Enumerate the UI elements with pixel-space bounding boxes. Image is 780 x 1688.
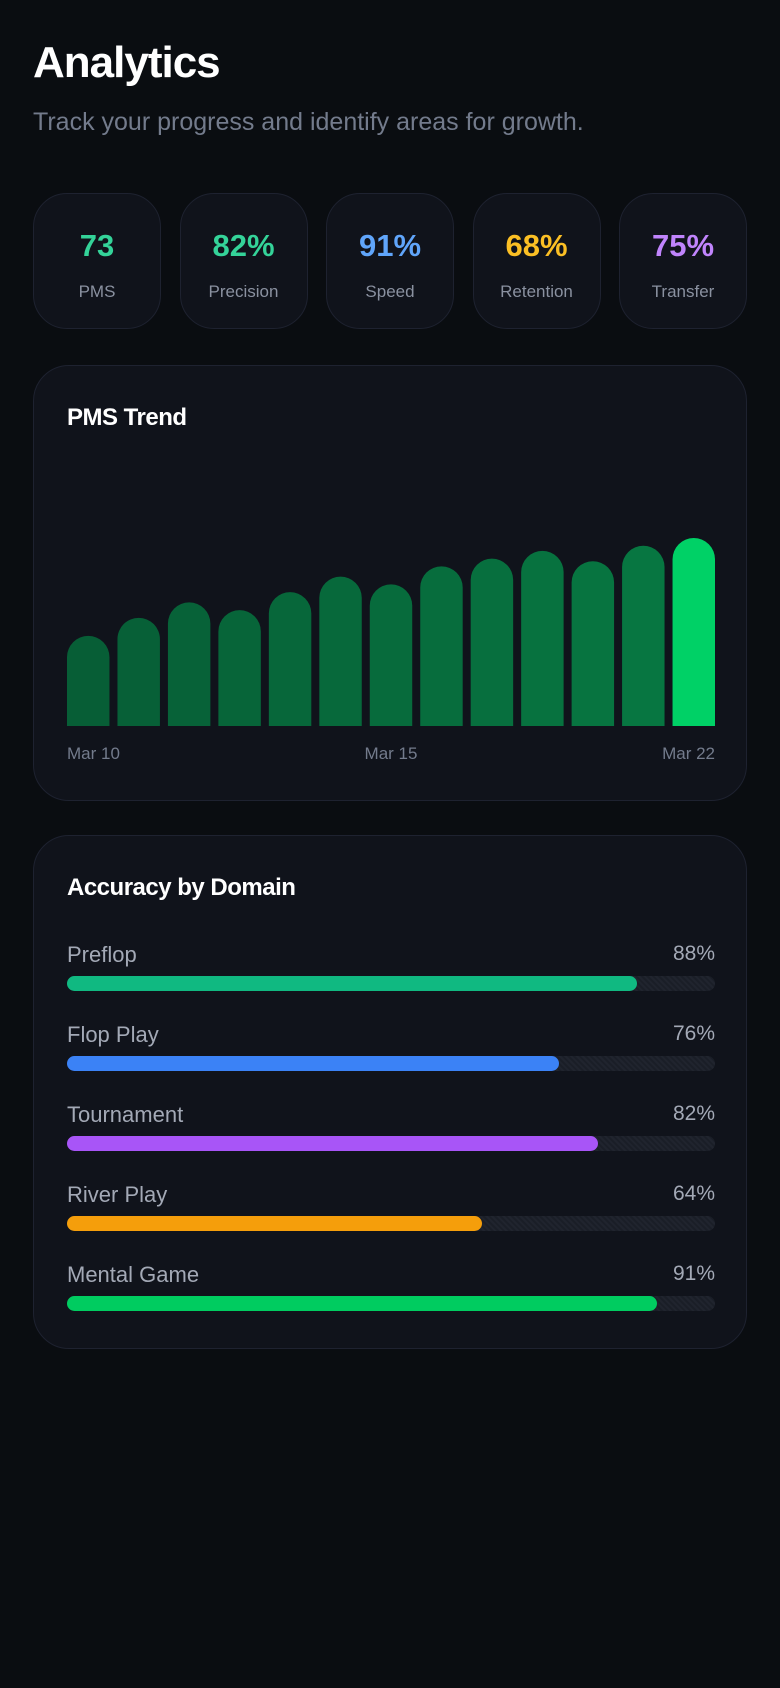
stat-value: 91% xyxy=(358,228,422,263)
x-tick-label: Mar 15 xyxy=(364,744,418,763)
page-title: Analytics xyxy=(33,38,221,87)
progress-fill xyxy=(67,1136,599,1151)
bar-mar-12 xyxy=(167,602,211,726)
progress-track xyxy=(67,1296,715,1311)
stat-card-precision[interactable]: 82% Precision xyxy=(179,193,308,329)
page-subtitle: Track your progress and identify areas f… xyxy=(33,108,584,136)
bar-mar-14 xyxy=(268,592,312,726)
bar-mar-16 xyxy=(369,584,413,726)
domain-percent: 88% xyxy=(672,942,715,965)
x-tick-label: Mar 10 xyxy=(67,744,120,763)
pms-trend-card: PMS Trend Mar 10 Mar 15 Mar 22 xyxy=(33,365,747,801)
progress-track xyxy=(67,1216,715,1231)
stat-card-retention[interactable]: 68% Retention xyxy=(472,193,601,329)
accuracy-row: Mental Game 91% xyxy=(67,1262,715,1322)
stat-label: Transfer xyxy=(651,282,715,301)
progress-track xyxy=(67,976,715,991)
bar-mar-10 xyxy=(67,635,110,726)
bar-mar-18 xyxy=(470,558,514,726)
accuracy-card: Accuracy by Domain Preflop 88% Flop Play… xyxy=(33,835,747,1349)
stat-value: 82% xyxy=(212,228,275,263)
domain-percent: 76% xyxy=(672,1022,715,1045)
stat-card-transfer[interactable]: 75% Transfer xyxy=(619,193,747,329)
card-title: Accuracy by Domain xyxy=(67,874,296,901)
domain-label: Mental Game xyxy=(67,1262,200,1287)
bar-mar-20 xyxy=(571,561,615,726)
domain-percent: 91% xyxy=(672,1262,715,1285)
bars-svg xyxy=(67,538,715,726)
progress-fill xyxy=(67,1056,560,1071)
progress-track xyxy=(67,1056,715,1071)
bar-mar-22 xyxy=(672,538,715,726)
stat-value: 73 xyxy=(79,228,115,263)
domain-label: Preflop xyxy=(67,942,137,967)
stat-value: 68% xyxy=(505,228,568,263)
stat-label: Speed xyxy=(365,282,415,301)
bar-mar-19 xyxy=(521,550,564,726)
bar-mar-15 xyxy=(319,576,362,726)
pms-trend-chart: Mar 10 Mar 15 Mar 22 xyxy=(67,366,715,801)
progress-fill xyxy=(67,976,638,991)
domain-label: Tournament xyxy=(67,1102,184,1127)
accuracy-row: Flop Play 76% xyxy=(67,1022,715,1082)
bar-mar-17 xyxy=(420,566,463,726)
stat-label: PMS xyxy=(78,282,116,301)
stat-label: Retention xyxy=(500,282,573,301)
progress-fill xyxy=(67,1216,482,1231)
domain-label: Flop Play xyxy=(67,1022,159,1047)
domain-label: River Play xyxy=(67,1182,168,1207)
stat-value: 75% xyxy=(651,228,715,263)
accuracy-row: Tournament 82% xyxy=(67,1102,715,1162)
accuracy-row: Preflop 88% xyxy=(67,942,715,1002)
bar-mar-13 xyxy=(218,610,261,726)
bar-mar-11 xyxy=(117,617,160,726)
accuracy-row: River Play 64% xyxy=(67,1182,715,1242)
bar-mar-21 xyxy=(622,545,665,726)
domain-percent: 64% xyxy=(672,1182,715,1205)
card-title: PMS Trend xyxy=(67,404,187,431)
x-tick-label: Mar 22 xyxy=(662,744,715,763)
progress-fill xyxy=(67,1296,657,1311)
progress-track xyxy=(67,1136,715,1151)
stat-card-pms[interactable]: 73 PMS xyxy=(33,193,161,329)
stat-label: Precision xyxy=(208,282,279,301)
stat-card-speed[interactable]: 91% Speed xyxy=(326,193,454,329)
stats-row: 73 PMS 82% Precision 91% Speed 68% Retention… xyxy=(33,193,747,329)
domain-percent: 82% xyxy=(672,1102,715,1125)
